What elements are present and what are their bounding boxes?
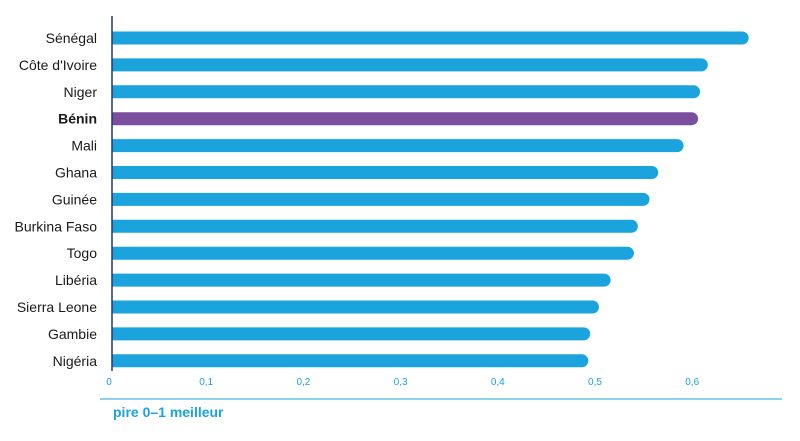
- category-label-nigeria: Nigéria: [53, 353, 98, 369]
- category-label-ghana: Ghana: [55, 165, 97, 181]
- category-label-cote-d-ivoire: Côte d'Ivoire: [19, 57, 97, 73]
- category-label-togo: Togo: [67, 245, 98, 261]
- bar-cote-d-ivoire: [112, 58, 708, 72]
- bar-senegal: [112, 31, 749, 45]
- bar-mali: [112, 139, 684, 153]
- bar-togo: [112, 246, 634, 260]
- value-axis-title: pire 0–1 meilleur: [113, 404, 224, 420]
- category-label-gambie: Gambie: [48, 326, 97, 342]
- bar-niger: [112, 85, 701, 99]
- category-label-niger: Niger: [64, 84, 98, 100]
- bars-group: [112, 31, 749, 368]
- x-tick-label: 0,2: [296, 377, 310, 388]
- bar-burkina-faso: [112, 219, 638, 233]
- category-label-guinee: Guinée: [52, 191, 97, 207]
- value-axis-ticks: 0 0,1 0,2 0,3 0,4 0,5 0,6: [106, 377, 699, 388]
- bar-nigeria: [112, 354, 589, 368]
- category-labels: Sénégal Côte d'Ivoire Niger Bénin Mali Ghana G…: [15, 30, 98, 369]
- x-tick-label: 0,6: [685, 377, 699, 388]
- bar-ghana: [112, 166, 659, 179]
- bar-guinee: [112, 192, 650, 206]
- category-label-liberia: Libéria: [55, 272, 97, 288]
- category-label-burkina-faso: Burkina Faso: [15, 218, 98, 234]
- category-label-senegal: Sénégal: [46, 30, 97, 46]
- x-tick-label: 0: [106, 377, 112, 388]
- bar-gambie: [112, 327, 591, 341]
- bar-liberia: [112, 273, 611, 287]
- bar-benin: [112, 112, 699, 126]
- x-tick-label: 0,4: [491, 377, 505, 388]
- x-tick-label: 0,5: [588, 377, 602, 388]
- category-label-sierra-leone: Sierra Leone: [17, 299, 97, 315]
- x-tick-label: 0,1: [199, 377, 213, 388]
- category-label-mali: Mali: [71, 138, 97, 154]
- bar-sierra-leone: [112, 300, 599, 314]
- x-tick-label: 0,3: [394, 377, 408, 388]
- category-label-benin: Bénin: [58, 111, 97, 127]
